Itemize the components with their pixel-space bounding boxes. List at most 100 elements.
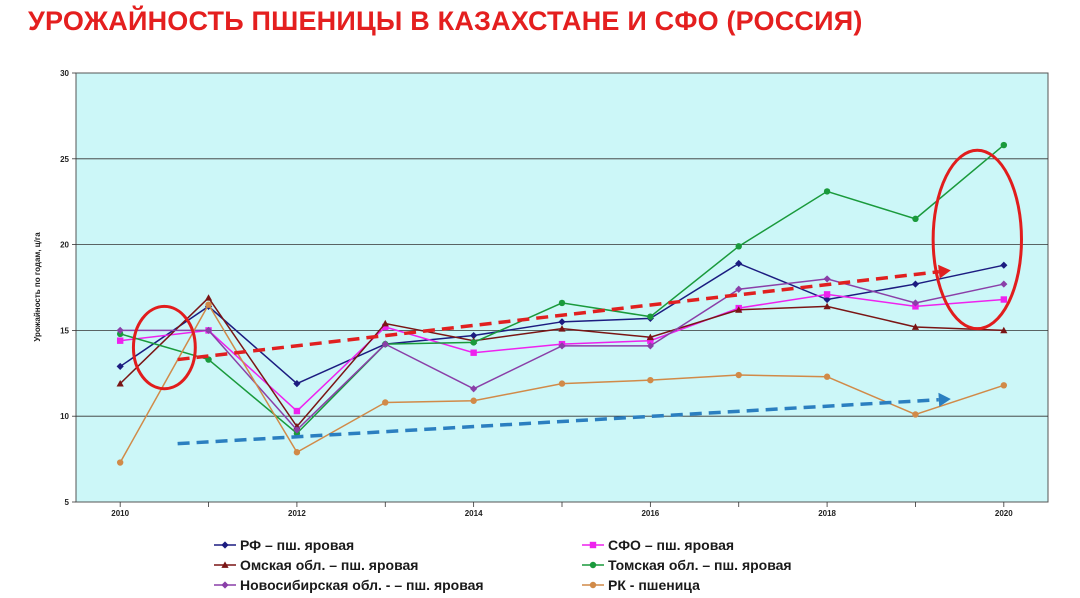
legend-marker (221, 561, 229, 568)
legend-swatch (582, 541, 604, 549)
data-point (735, 285, 743, 293)
data-point (116, 326, 124, 334)
series-6 (116, 301, 1008, 466)
legend-item: РФ – пш. яровая (214, 536, 582, 554)
legend-item: Новосибирская обл. - – пш. яровая (214, 576, 582, 594)
legend-marker (221, 581, 229, 589)
data-point (735, 259, 743, 268)
data-point (647, 337, 654, 344)
data-point (735, 243, 742, 250)
data-point (470, 385, 478, 393)
legend-swatch (214, 561, 236, 568)
plot-area (75, 72, 1049, 503)
series-3 (116, 294, 1008, 430)
y-tick-label: 15 (60, 326, 69, 335)
data-point (1000, 280, 1008, 288)
trend-arrowhead (938, 392, 951, 407)
legend-item: СФО – пш. яровая (582, 536, 834, 554)
data-point (823, 373, 831, 380)
data-point (823, 291, 831, 298)
legend-marker (589, 541, 597, 549)
legend-item: Томская обл. – пш. яровая (582, 556, 834, 574)
data-point (912, 411, 919, 418)
legend-marker (221, 541, 229, 549)
y-tick-label: 10 (60, 412, 69, 421)
x-tick-label: 2020 (995, 509, 1013, 518)
data-point (382, 399, 389, 406)
y-tick-label: 20 (60, 241, 69, 250)
data-point (558, 299, 566, 307)
x-tick-label: 2018 (818, 509, 836, 518)
series-5 (116, 275, 1008, 434)
y-tick-label: 5 (65, 498, 70, 507)
data-point (558, 325, 566, 332)
data-point (647, 313, 654, 320)
data-point (1000, 326, 1008, 334)
legend-label: СФО – пш. яровая (608, 537, 735, 553)
data-point (823, 302, 831, 310)
trend-arrowhead (938, 264, 951, 279)
legend: РФ – пш. яровая СФО – пш. яровая Омская об… (214, 536, 834, 594)
legend-label: Новосибирская обл. - – пш. яровая (240, 577, 484, 593)
data-point (558, 342, 566, 350)
x-axis: 2010 2012 2014 2016 2018 2020 (111, 502, 1013, 518)
legend-label: РФ – пш. яровая (240, 537, 355, 553)
data-point (646, 342, 654, 350)
data-point (823, 295, 831, 304)
data-point (470, 339, 477, 346)
data-point (912, 215, 919, 223)
trend-arrow (177, 269, 940, 362)
y-axis: 5 10 15 20 25 30 (60, 69, 76, 507)
legend-swatch (582, 561, 604, 569)
legend-label: Омская обл. – пш. яровая (240, 557, 419, 573)
data-point (735, 371, 742, 379)
data-point (911, 299, 920, 307)
data-point (204, 326, 213, 334)
data-point (116, 362, 124, 371)
x-tick-label: 2014 (465, 509, 483, 518)
data-point (381, 319, 389, 327)
data-point (293, 407, 301, 415)
data-point (382, 323, 389, 331)
data-point (293, 379, 301, 388)
data-point (1000, 141, 1008, 149)
legend-marker (589, 581, 597, 589)
highlight-ellipse (931, 148, 1023, 331)
data-point (293, 426, 301, 434)
data-point (911, 323, 920, 330)
legend-label: Томская обл. – пш. яровая (608, 557, 792, 573)
data-point (470, 349, 477, 356)
data-point (823, 275, 831, 283)
y-tick-label: 30 (60, 69, 69, 78)
data-point (205, 301, 212, 308)
series-lines (116, 141, 1008, 466)
data-point (1000, 382, 1008, 389)
annotations (131, 148, 1023, 446)
legend-marker (589, 561, 597, 569)
data-point (558, 380, 566, 387)
legend-label: РК - пшеница (608, 577, 700, 593)
data-point (116, 459, 124, 466)
data-point (205, 356, 212, 363)
data-point (293, 449, 301, 456)
legend-item: РК - пшеница (582, 576, 834, 594)
x-tick-label: 2012 (288, 509, 306, 518)
data-point (735, 306, 743, 313)
data-point (646, 333, 654, 341)
x-tick-label: 2016 (641, 509, 659, 518)
x-tick-label: 2010 (111, 509, 129, 518)
trend-arrow (177, 397, 939, 446)
data-point (116, 379, 124, 387)
data-point (116, 337, 124, 344)
legend-swatch (214, 541, 236, 549)
data-point (470, 397, 477, 404)
legend-item: Омская обл. – пш. яровая (214, 556, 582, 574)
legend-swatch (582, 581, 604, 589)
data-point (204, 294, 213, 301)
data-point (1000, 296, 1008, 303)
data-point (381, 340, 389, 348)
data-point (647, 376, 654, 384)
data-point (558, 318, 566, 326)
data-point (911, 280, 920, 288)
